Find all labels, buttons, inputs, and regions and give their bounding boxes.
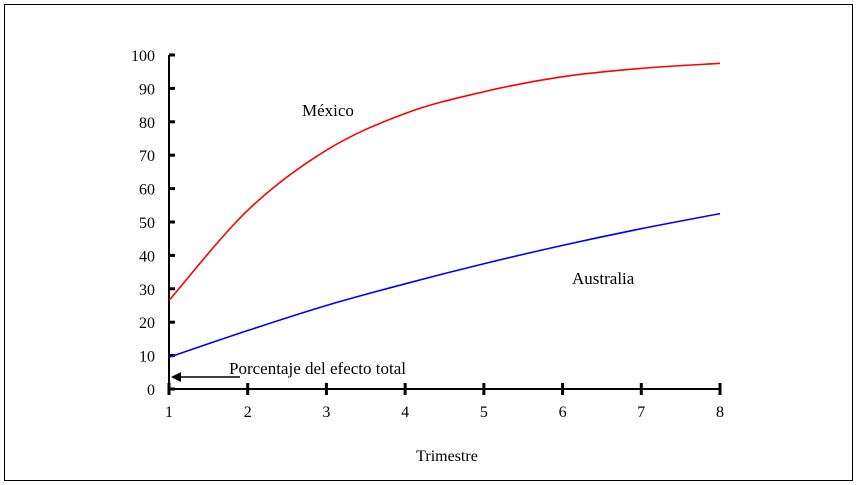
- y-tick-label: 90: [139, 81, 155, 98]
- y-tick-label: 50: [139, 215, 155, 232]
- y-tick-label: 30: [139, 282, 155, 299]
- x-tick-label: 7: [637, 404, 645, 421]
- chart-frame: [4, 4, 853, 481]
- y-tick-label: 0: [147, 382, 155, 399]
- annotation-text: Porcentaje del efecto total: [229, 359, 406, 378]
- axes: [167, 53, 722, 395]
- y-tick-label: 20: [139, 315, 155, 332]
- y-tick-label: 100: [131, 48, 155, 65]
- x-tick-label: 6: [559, 404, 567, 421]
- x-tick-label: 5: [480, 404, 488, 421]
- y-tick-label: 40: [139, 248, 155, 265]
- series-line-australia: [168, 212, 721, 359]
- y-tick-label: 10: [139, 349, 155, 366]
- y-tick-label: 60: [139, 182, 155, 199]
- x-tick-label: 3: [322, 404, 330, 421]
- series-label-australia: Australia: [572, 269, 635, 288]
- y-tick-label: 80: [139, 115, 155, 132]
- x-tick-label: 8: [716, 404, 724, 421]
- series-lines: [168, 62, 721, 359]
- x-tick-label: 1: [165, 404, 173, 421]
- x-tick-label: 4: [401, 404, 409, 421]
- y-tick-label: 70: [139, 148, 155, 165]
- annotation-arrow: [171, 372, 240, 382]
- x-axis-label: Trimestre: [416, 448, 478, 465]
- series-label-mexico: México: [302, 101, 354, 120]
- tick-labels: 0 10 20 30 40 50 60 70 80 90 100 1 2 3 4 5 6 7 8: [131, 48, 724, 421]
- series-line-mexico: [168, 62, 721, 302]
- x-tick-label: 2: [244, 404, 252, 421]
